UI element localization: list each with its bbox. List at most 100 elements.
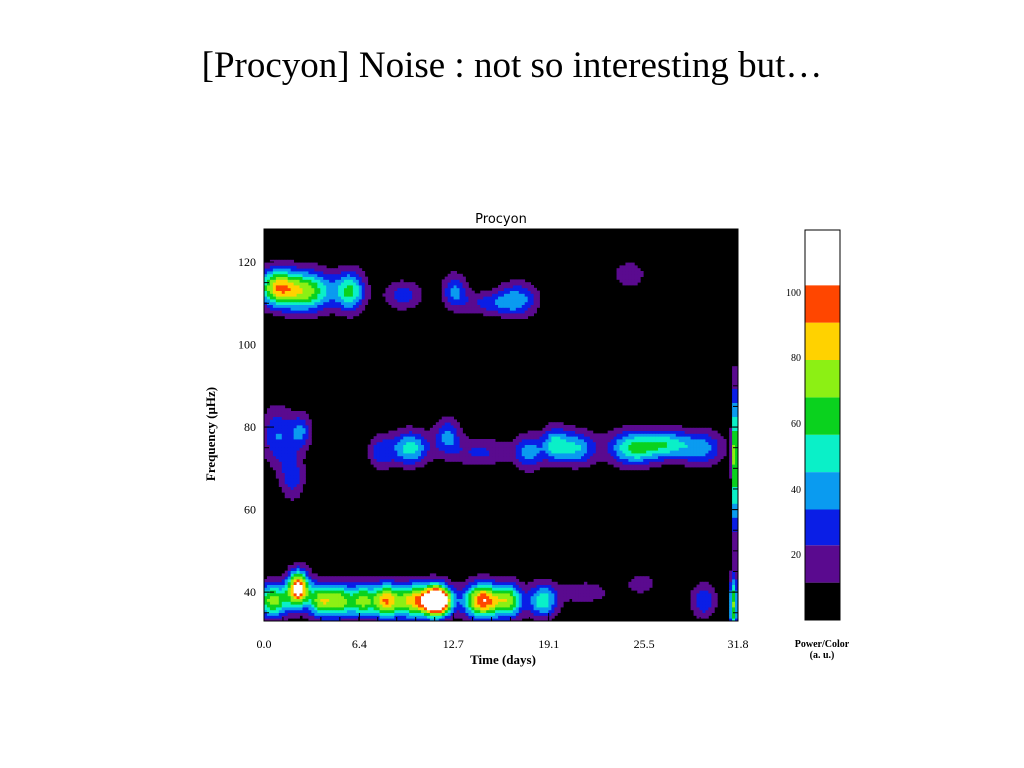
heatmap-cell [462, 439, 466, 443]
heatmap-cell [406, 290, 410, 294]
heatmap-cell [551, 439, 555, 443]
heatmap-cell [308, 427, 312, 431]
heatmap-cell [352, 287, 357, 291]
heatmap-cell [441, 587, 446, 591]
heatmap-cell [447, 301, 452, 305]
heatmap-cell [640, 436, 644, 440]
heatmap-cell [281, 279, 286, 283]
heatmap-cell [530, 444, 534, 448]
heatmap-cell [284, 590, 289, 594]
heatmap-cell [527, 587, 532, 591]
heatmap-cell [418, 447, 422, 451]
heatmap-cell [266, 579, 271, 583]
heatmap-cell [376, 576, 380, 580]
heatmap-cell [527, 601, 532, 605]
heatmap-cell [406, 450, 410, 454]
heatmap-cell [498, 595, 502, 599]
heatmap-cell [311, 293, 315, 297]
heatmap-cell [542, 584, 546, 588]
heatmap-cell [391, 285, 395, 289]
heatmap-cell [403, 430, 407, 434]
heatmap-cell [705, 612, 709, 616]
heatmap-cell [272, 581, 277, 585]
heatmap-cell [453, 290, 457, 294]
heatmap-cell [293, 464, 297, 468]
heatmap-cell [735, 565, 738, 569]
heatmap-cell [501, 301, 505, 305]
heatmap-cell [735, 416, 738, 420]
heatmap-cell [302, 612, 306, 616]
heatmap-cell [462, 581, 466, 585]
heatmap-cell [459, 609, 463, 613]
heatmap-cell [397, 579, 401, 583]
heatmap-cell [364, 612, 369, 616]
heatmap-cell [308, 422, 312, 426]
heatmap-cell [409, 447, 413, 451]
heatmap-cell [735, 503, 738, 507]
heatmap-cell [412, 441, 416, 445]
heatmap-cell [637, 425, 641, 429]
heatmap-cell [489, 299, 493, 303]
heatmap-cell [551, 615, 555, 619]
heatmap-cell [503, 609, 508, 613]
heatmap-cell [711, 436, 715, 440]
heatmap-cell [290, 276, 295, 280]
heatmap-cell [409, 296, 413, 300]
heatmap-cell [578, 430, 582, 434]
heatmap-cell [308, 615, 312, 619]
heatmap-cell [278, 279, 283, 283]
heatmap-cell [717, 455, 721, 459]
heatmap-cell [388, 430, 392, 434]
heatmap-cell [358, 604, 363, 608]
heatmap-cell [284, 416, 289, 420]
heatmap-cell [370, 453, 375, 457]
heatmap-cell [735, 598, 738, 602]
heatmap-cell [361, 598, 366, 602]
heatmap-cell [269, 276, 274, 280]
heatmap-cell [572, 584, 576, 588]
heatmap-cell [329, 299, 333, 303]
heatmap-cell [521, 584, 526, 588]
heatmap-cell [299, 299, 303, 303]
heatmap-cell [503, 441, 508, 445]
heatmap-cell [444, 290, 449, 294]
heatmap-cell [293, 285, 297, 289]
heatmap-cell [332, 601, 336, 605]
heatmap-cell [601, 441, 606, 445]
heatmap-cell [323, 301, 327, 305]
heatmap-cell [346, 315, 351, 319]
heatmap-cell [580, 455, 585, 459]
heatmap-cell [655, 447, 659, 451]
heatmap-cell [669, 455, 674, 459]
heatmap-cell [447, 285, 452, 289]
heatmap-cell [373, 436, 377, 440]
heatmap-cell [435, 447, 440, 451]
heatmap-cell [409, 601, 413, 605]
heatmap-cell [583, 427, 588, 431]
heatmap-cell [640, 441, 644, 445]
heatmap-cell [684, 455, 689, 459]
heatmap-cell [678, 425, 683, 429]
heatmap-cell [290, 458, 295, 462]
heatmap-cell [518, 439, 523, 443]
heatmap-cell [619, 455, 623, 459]
heatmap-cell [429, 601, 434, 605]
heatmap-cell [287, 492, 292, 496]
heatmap-cell [634, 441, 638, 445]
heatmap-cell [601, 436, 606, 440]
heatmap-cell [735, 514, 738, 518]
heatmap-cell [610, 430, 614, 434]
heatmap-cell [643, 439, 647, 443]
heatmap-cell [580, 441, 585, 445]
heatmap-cell [415, 444, 419, 448]
heatmap-cell [278, 304, 283, 308]
heatmap-cell [305, 447, 309, 451]
heatmap-cell [649, 427, 653, 431]
heatmap-cell [693, 598, 697, 602]
heatmap-cell [459, 427, 463, 431]
heatmap-cell [551, 450, 555, 454]
heatmap-cell [314, 299, 318, 303]
heatmap-cell [578, 593, 582, 597]
heatmap-cell [542, 612, 546, 616]
heatmap-cell [272, 279, 277, 283]
